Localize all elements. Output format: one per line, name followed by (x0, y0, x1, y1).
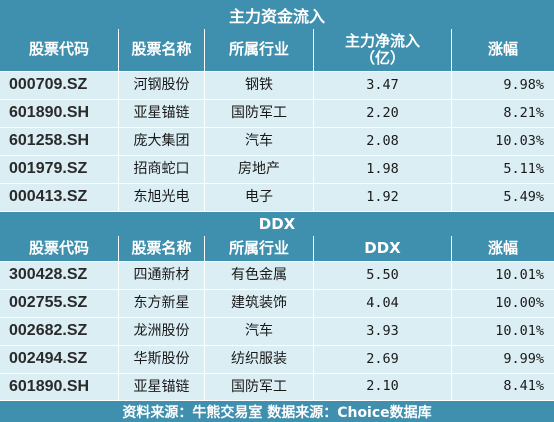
stock-code: 002682.SZ (0, 318, 119, 346)
stock-code: 002755.SZ (0, 290, 119, 318)
header-net-inflow: 主力净流入 （亿） (314, 29, 452, 72)
stock-industry: 建筑装饰 (205, 290, 314, 318)
stock-code: 000413.SZ (0, 184, 119, 212)
header-name: 股票名称 (119, 236, 205, 262)
header-change: 涨幅 (452, 236, 554, 262)
stock-industry: 汽车 (205, 128, 314, 156)
header-industry: 所属行业 (205, 29, 314, 72)
stock-industry: 电子 (205, 184, 314, 212)
section2-title: DDX (0, 212, 554, 236)
stock-name: 龙洲股份 (119, 318, 205, 346)
net-inflow-value: 1.98 (314, 156, 452, 184)
change-value: 8.21% (452, 100, 554, 128)
ddx-value: 5.50 (314, 262, 452, 290)
change-value: 10.01% (452, 262, 554, 290)
table-row: 002755.SZ 东方新星 建筑装饰 4.04 10.00% (0, 290, 554, 318)
stock-name: 庞大集团 (119, 128, 205, 156)
stock-name: 东方新星 (119, 290, 205, 318)
change-value: 10.00% (452, 290, 554, 318)
ddx-value: 2.10 (314, 374, 452, 401)
header-code: 股票代码 (0, 236, 119, 262)
change-value: 5.49% (452, 184, 554, 212)
change-value: 10.01% (452, 318, 554, 346)
stock-code: 601890.SH (0, 100, 119, 128)
stock-name: 亚星锚链 (119, 100, 205, 128)
section1-header-row: 股票代码 股票名称 所属行业 主力净流入 （亿） 涨幅 (0, 29, 554, 72)
stock-code: 601890.SH (0, 374, 119, 401)
stock-code: 002494.SZ (0, 346, 119, 374)
stock-name: 河钢股份 (119, 72, 205, 100)
net-inflow-value: 1.92 (314, 184, 452, 212)
change-value: 9.99% (452, 346, 554, 374)
change-value: 9.98% (452, 72, 554, 100)
table-row: 002494.SZ 华斯股份 纺织服装 2.69 9.99% (0, 346, 554, 374)
stock-code: 601258.SH (0, 128, 119, 156)
change-value: 5.11% (452, 156, 554, 184)
ddx-value: 3.93 (314, 318, 452, 346)
ddx-value: 2.69 (314, 346, 452, 374)
header-change: 涨幅 (452, 29, 554, 72)
net-inflow-value: 3.47 (314, 72, 452, 100)
table-row: 601890.SH 亚星锚链 国防军工 2.20 8.21% (0, 100, 554, 128)
section1-title: 主力资金流入 (0, 0, 554, 29)
stock-name: 四通新材 (119, 262, 205, 290)
header-name: 股票名称 (119, 29, 205, 72)
table-row: 002682.SZ 龙洲股份 汽车 3.93 10.01% (0, 318, 554, 346)
header-code: 股票代码 (0, 29, 119, 72)
source-footer: 资料来源：牛熊交易室 数据来源：Choice数据库 (0, 401, 554, 422)
header-industry: 所属行业 (205, 236, 314, 262)
change-value: 10.03% (452, 128, 554, 156)
stock-industry: 汽车 (205, 318, 314, 346)
table-row: 001979.SZ 招商蛇口 房地产 1.98 5.11% (0, 156, 554, 184)
stock-code: 000709.SZ (0, 72, 119, 100)
ddx-value: 4.04 (314, 290, 452, 318)
stock-name: 华斯股份 (119, 346, 205, 374)
net-inflow-value: 2.20 (314, 100, 452, 128)
stock-industry: 房地产 (205, 156, 314, 184)
stock-name: 亚星锚链 (119, 374, 205, 401)
change-value: 8.41% (452, 374, 554, 401)
stock-industry: 国防军工 (205, 100, 314, 128)
stock-name: 东旭光电 (119, 184, 205, 212)
stock-industry: 国防军工 (205, 374, 314, 401)
table-row: 601890.SH 亚星锚链 国防军工 2.10 8.41% (0, 374, 554, 401)
section2-header-row: 股票代码 股票名称 所属行业 DDX 涨幅 (0, 236, 554, 262)
table-row: 000709.SZ 河钢股份 钢铁 3.47 9.98% (0, 72, 554, 100)
stock-industry: 纺织服装 (205, 346, 314, 374)
stock-industry: 有色金属 (205, 262, 314, 290)
header-ddx: DDX (314, 236, 452, 262)
stock-code: 001979.SZ (0, 156, 119, 184)
table-row: 601258.SH 庞大集团 汽车 2.08 10.03% (0, 128, 554, 156)
net-inflow-value: 2.08 (314, 128, 452, 156)
table-row: 300428.SZ 四通新材 有色金属 5.50 10.01% (0, 262, 554, 290)
stock-industry: 钢铁 (205, 72, 314, 100)
stock-name: 招商蛇口 (119, 156, 205, 184)
stock-code: 300428.SZ (0, 262, 119, 290)
table-row: 000413.SZ 东旭光电 电子 1.92 5.49% (0, 184, 554, 212)
